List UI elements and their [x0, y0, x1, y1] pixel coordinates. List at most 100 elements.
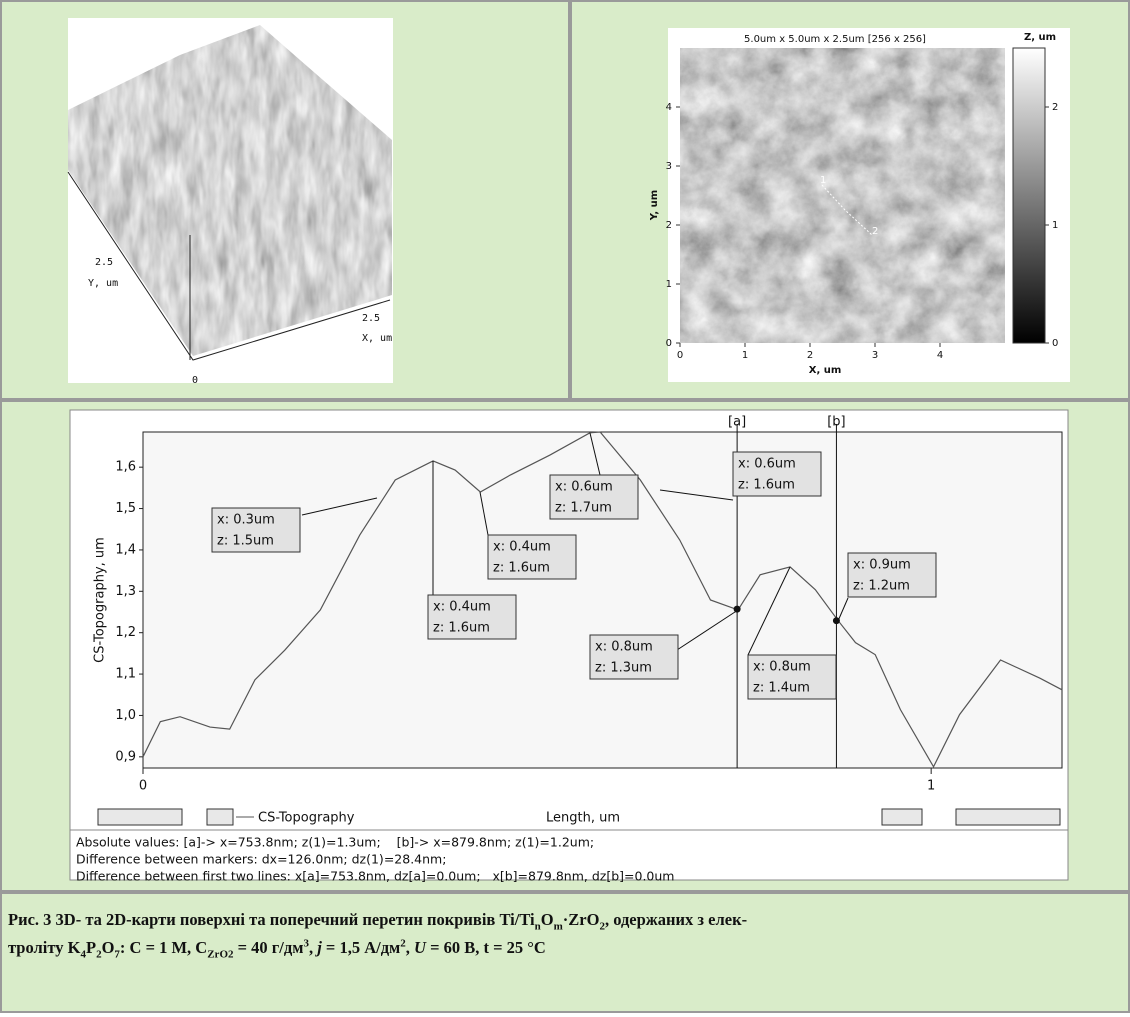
x-tick-label: 2 — [807, 350, 813, 361]
caption-text: = 40 г/дм — [233, 938, 304, 957]
toggle-button[interactable] — [206, 808, 234, 826]
caption-italic: U — [414, 938, 426, 957]
origin-3d: 0 — [192, 375, 198, 386]
caption-text: = 60 В, t = 25 °C — [425, 938, 546, 957]
caption-text: , одержаних з елек- — [604, 910, 748, 929]
y-axis-label: CS-Topography, um — [93, 537, 108, 663]
annotation-box — [487, 534, 577, 580]
annotation-box — [847, 552, 937, 598]
caption-sub: 7 — [114, 948, 120, 961]
x-tick-label: 1 — [742, 350, 748, 361]
y-tick-label: 1,2 — [115, 625, 136, 640]
annotation-z: z: 1.6um — [493, 561, 550, 576]
caption-text: Рис. 3 3D- та 2D-карти поверхні та попер… — [8, 910, 535, 929]
annotation-z: z: 1.4um — [753, 681, 810, 696]
annotation-x: x: 0.4um — [493, 540, 551, 555]
caption-text: O — [101, 938, 115, 957]
annotation-box — [211, 507, 301, 553]
section-point: 2 — [872, 226, 878, 237]
caption-line: Рис. 3 3D- та 2D-карти поверхні та попер… — [8, 906, 1123, 934]
y-tick-label: 4 — [666, 102, 672, 113]
toolbar-left[interactable] — [97, 808, 254, 826]
leader-line — [301, 497, 378, 516]
x-tick-label: 1 — [927, 779, 935, 794]
caption-text: = 1,5 А/дм — [321, 938, 401, 957]
y-tick-label: 0 — [666, 338, 672, 349]
x-tick-label: 0 — [677, 350, 683, 361]
caption-sub: 2 — [599, 920, 605, 933]
nav-buttons[interactable] — [955, 808, 1061, 826]
y-tick-label: 1,4 — [115, 542, 136, 557]
colorbar-label: Z, um — [1024, 32, 1056, 43]
leader-line — [747, 566, 791, 656]
caption-text: P — [85, 938, 97, 957]
y-axis-label: Y, um — [649, 190, 660, 221]
y-tick-label: 1,5 — [115, 501, 136, 516]
leader-line — [479, 491, 489, 536]
colorbar — [1012, 47, 1046, 344]
marker-point — [733, 605, 741, 613]
caption-sub: n — [534, 920, 541, 933]
annotation-box — [589, 634, 679, 680]
caption-text: троліту K — [8, 938, 81, 957]
annotation-x: x: 0.6um — [738, 457, 796, 472]
leader-line — [659, 489, 734, 501]
status-panel: Absolute values: [a]-> x=753.8nm; z(1)=1… — [76, 835, 674, 884]
x-tick-3d: 2.5 — [362, 313, 380, 324]
annotation-x: x: 0.4um — [433, 600, 491, 615]
marker-point — [832, 617, 840, 625]
caption-sub: m — [553, 920, 563, 933]
annotation-x: x: 0.6um — [555, 480, 613, 495]
y-label-3d: Y, um — [88, 278, 118, 289]
annotation-x: x: 0.8um — [753, 660, 811, 675]
map-title: 5.0um x 5.0um x 2.5um [256 x 256] — [744, 34, 926, 45]
marker-label: [a] — [728, 415, 746, 430]
annotation-z: z: 1.2um — [853, 579, 910, 594]
section-point: 1 — [820, 175, 826, 186]
colorbar-tick-label: 1 — [1052, 220, 1058, 231]
annotation-box — [732, 451, 822, 497]
annotation-x: x: 0.8um — [595, 640, 653, 655]
caption-sub: ZrO2 — [207, 948, 234, 961]
afm-map — [680, 48, 1005, 343]
marker-label: [b] — [827, 415, 845, 430]
y-tick-label: 1,6 — [115, 460, 136, 475]
x-label-3d: X, um — [362, 333, 392, 344]
caption-italic: j — [317, 938, 322, 957]
annotation-z: z: 1.7um — [555, 501, 612, 516]
colorbar-tick-label: 2 — [1052, 102, 1058, 113]
leader-line — [676, 609, 739, 651]
caption-text: O — [540, 910, 554, 929]
y-tick-3d: 2.5 — [95, 257, 113, 268]
y-tick-label: 0,9 — [115, 749, 136, 764]
y-tick-label: 3 — [666, 161, 672, 172]
x-tick-label: 0 — [139, 779, 147, 794]
caption-text: : C = 1 M, C — [119, 938, 208, 957]
annotation-box — [427, 594, 517, 640]
axis-3d — [67, 171, 391, 361]
caption-sup: 3 — [303, 937, 309, 950]
zoom-buttons[interactable] — [881, 808, 923, 826]
nav-buttons[interactable] — [97, 808, 183, 826]
leader-line — [589, 432, 601, 476]
annotation-z: z: 1.6um — [738, 478, 795, 493]
x-tick-label: 4 — [937, 350, 943, 361]
caption-text: ·ZrO — [562, 910, 600, 929]
x-tick-label: 3 — [872, 350, 878, 361]
caption-line: троліту K4P2O7: C = 1 M, CZrO2 = 40 г/дм… — [8, 934, 1123, 962]
x-axis-label: X, um — [809, 365, 842, 376]
leader-line — [837, 597, 849, 622]
caption-text: , — [405, 938, 415, 957]
y-tick-label: 2 — [666, 220, 672, 231]
surface-3d — [68, 25, 392, 356]
y-tick-label: 1,0 — [115, 708, 136, 723]
y-tick-label: 1,1 — [115, 667, 136, 682]
caption: Рис. 3 3D- та 2D-карти поверхні та попер… — [8, 906, 1123, 962]
colorbar-tick-label: 0 — [1052, 338, 1058, 349]
annotation-box — [747, 654, 837, 700]
annotation-z: z: 1.3um — [595, 661, 652, 676]
y-tick-label: 1,3 — [115, 584, 136, 599]
caption-text: , — [308, 938, 318, 957]
